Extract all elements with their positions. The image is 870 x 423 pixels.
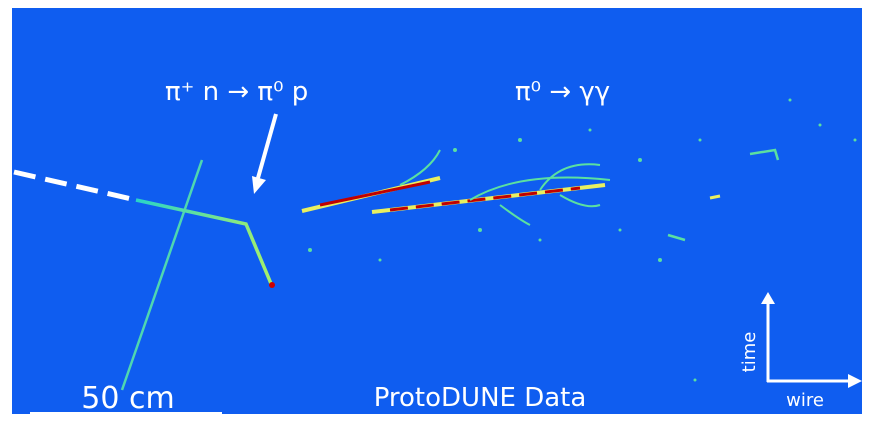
decay-label: π⁰ → γγ [515,77,610,107]
proton-end [269,282,275,288]
interaction-label: π⁺ n → π⁰ p [165,77,308,107]
background [12,8,862,414]
caption: ProtoDUNE Data [374,383,587,413]
event-display: π⁺ n → π⁰ p π⁰ → γγ 50 cm ProtoDUNE Data… [0,0,870,423]
time-label: time [739,332,760,373]
scale-label: 50 cm [81,381,174,416]
wire-label: wire [786,390,824,411]
